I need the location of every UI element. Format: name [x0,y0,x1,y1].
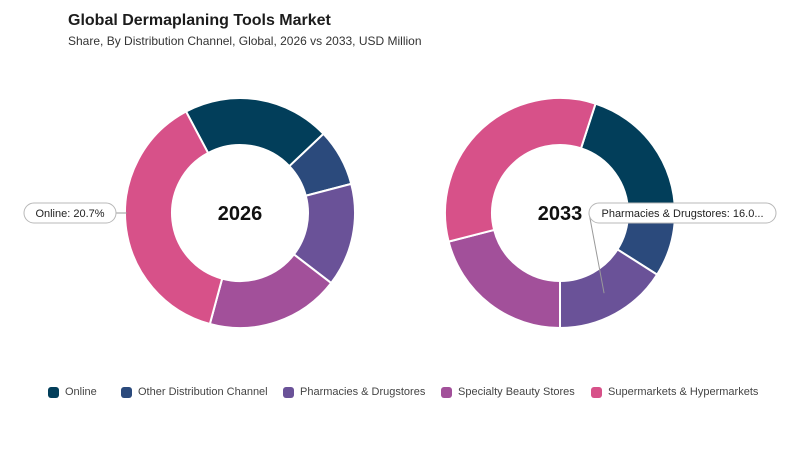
legend-label: Supermarkets & Hypermarkets [608,386,759,398]
legend-label: Online [65,386,97,398]
center-label-2026: 2026 [218,203,263,225]
chart-title: Global Dermaplaning Tools Market [68,12,331,29]
slice-2033-3[interactable] [447,228,561,330]
legend-swatch [591,386,602,398]
legend-item[interactable]: Specialty Beauty Stores [441,386,575,398]
legend-swatch [441,386,452,398]
legend-item[interactable]: Other Distribution Channel [121,386,268,398]
legend-label: Other Distribution Channel [138,386,268,398]
legend-swatch [121,386,132,398]
center-label-2033: 2033 [538,203,583,225]
callout-line-1 [588,212,605,294]
legend-label: Pharmacies & Drugstores [300,386,426,398]
legend-swatch [283,386,294,398]
slice-2026-4[interactable] [124,110,224,326]
callout-box-1 [588,202,777,224]
callout-text-0: Online: 20.7% [35,208,104,220]
legend-label: Specialty Beauty Stores [458,386,575,398]
slice-2033-4[interactable] [444,97,597,243]
legend-swatch [48,386,59,398]
callout-box-0 [23,202,117,224]
legend-item[interactable]: Pharmacies & Drugstores [283,386,425,398]
callout-text-1: Pharmacies & Drugstores: 16.0... [601,208,763,220]
legend-item[interactable]: Online [48,386,97,398]
chart-subtitle: Share, By Distribution Channel, Global, … [68,34,422,48]
legend: Online Other Distribution Channel Pharmaci… [0,386,800,402]
legend-item[interactable]: Supermarkets & Hypermarkets [591,386,758,398]
slice-2033-0[interactable] [579,102,677,214]
